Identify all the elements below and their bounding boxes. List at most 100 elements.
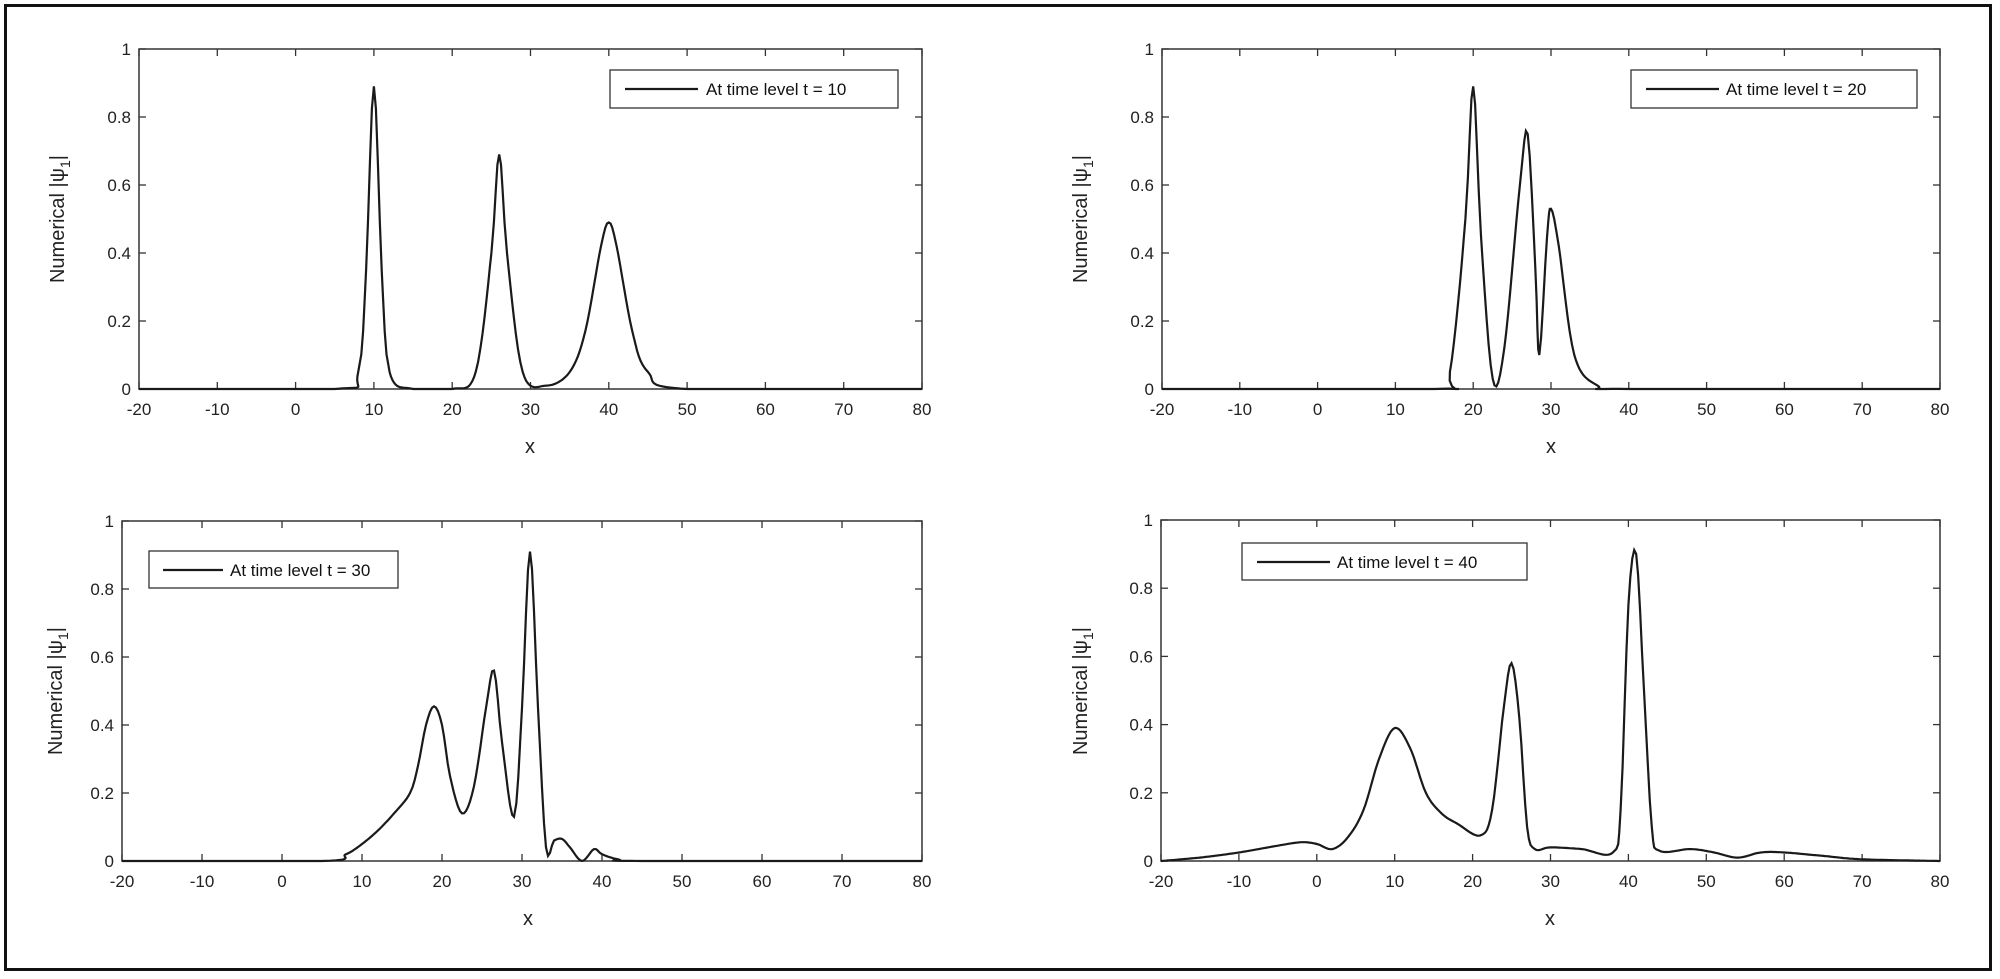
y-tick-label: 0.8 (1129, 579, 1153, 598)
y-tick-label: 1 (122, 40, 131, 59)
y-tick-label: 0.8 (1130, 108, 1154, 127)
x-tick-label: -10 (1228, 400, 1253, 419)
x-tick-label: -20 (1149, 872, 1174, 891)
curve-t20 (1162, 86, 1940, 391)
panel-t30: -20 -10 0 10 20 30 40 50 60 70 80 0 0.2 0.4 0.6 0.8 1 A… (45, 512, 931, 930)
x-axis-label: x (1546, 436, 1556, 458)
x-tick-label: 30 (521, 400, 540, 419)
x-tick-label: 20 (443, 400, 462, 419)
x-tick-label: 40 (593, 872, 612, 891)
x-axis-ticks: -20 -10 0 10 20 30 40 50 60 70 80 (1150, 49, 1950, 419)
x-tick-label: -10 (1227, 872, 1252, 891)
y-tick-label: 0.6 (90, 648, 114, 667)
x-tick-label: 30 (513, 872, 532, 891)
x-tick-label: 40 (599, 400, 618, 419)
y-tick-label: 0.2 (1130, 312, 1154, 331)
x-tick-label: -20 (110, 872, 135, 891)
y-axis-label: Numerical |ψ1| (45, 627, 71, 755)
y-axis-label: Numerical |ψ1| (47, 155, 73, 283)
x-tick-label: -20 (127, 400, 152, 419)
x-tick-label: 50 (678, 400, 697, 419)
legend: At time level t = 40 (1241, 542, 1528, 581)
y-tick-label: 1 (105, 512, 114, 531)
y-tick-label: 0.4 (1130, 244, 1154, 263)
y-axis-ticks: 0 0.2 0.4 0.6 0.8 1 (1129, 511, 1940, 871)
x-tick-label: 30 (1542, 400, 1561, 419)
curve-t30 (122, 551, 922, 863)
x-tick-label: 70 (1853, 400, 1872, 419)
legend: At time level t = 10 (609, 69, 899, 109)
x-tick-label: 10 (1385, 872, 1404, 891)
x-tick-label: 20 (433, 872, 452, 891)
y-tick-label: 1 (1144, 511, 1153, 530)
x-axis-label: x (525, 436, 535, 458)
x-tick-label: 0 (1312, 872, 1321, 891)
legend-label: At time level t = 20 (1726, 80, 1866, 99)
y-axis-label: Numerical |ψ1| (1070, 155, 1096, 283)
y-tick-label: 0.8 (90, 580, 114, 599)
x-tick-label: 30 (1541, 872, 1560, 891)
x-axis-label: x (523, 908, 533, 930)
x-tick-label: 50 (1697, 400, 1716, 419)
x-tick-label: 70 (834, 400, 853, 419)
panel-t10: -20 -10 0 10 20 30 40 50 60 70 80 0 0.2 0.4 0.6 0.8 1 A… (47, 40, 931, 458)
y-tick-label: 0 (1144, 852, 1153, 871)
legend-label: At time level t = 40 (1337, 553, 1477, 572)
y-tick-label: 0.4 (107, 244, 131, 263)
x-tick-label: 80 (913, 400, 932, 419)
x-tick-label: 80 (1931, 872, 1950, 891)
x-tick-label: -10 (190, 872, 215, 891)
y-axis-ticks: 0 0.2 0.4 0.6 0.8 1 (107, 40, 922, 399)
x-tick-label: 40 (1619, 400, 1638, 419)
curve-t10 (139, 86, 922, 391)
x-tick-label: 80 (913, 872, 932, 891)
y-tick-label: 0.2 (1129, 784, 1153, 803)
y-tick-label: 0.4 (90, 716, 114, 735)
legend-label: At time level t = 30 (230, 561, 370, 580)
x-tick-label: 60 (756, 400, 775, 419)
x-tick-label: 0 (1313, 400, 1322, 419)
y-tick-label: 0.6 (1129, 647, 1153, 666)
panel-t40: -20 -10 0 10 20 30 40 50 60 70 80 0 0.2 0.4 0.6 0.8 1 A… (1070, 511, 1949, 930)
x-tick-label: 70 (1853, 872, 1872, 891)
curve-t40 (1160, 546, 1940, 863)
y-tick-label: 0 (105, 852, 114, 871)
x-tick-label: 20 (1463, 872, 1482, 891)
x-tick-label: 50 (673, 872, 692, 891)
y-tick-label: 0.2 (90, 784, 114, 803)
x-tick-label: 60 (753, 872, 772, 891)
y-tick-label: 0 (1145, 380, 1154, 399)
x-tick-label: 60 (1775, 400, 1794, 419)
y-tick-label: 0.6 (107, 176, 131, 195)
x-tick-label: 0 (277, 872, 286, 891)
x-tick-label: 10 (353, 872, 372, 891)
y-axis-ticks: 0 0.2 0.4 0.6 0.8 1 (1130, 40, 1940, 399)
x-tick-label: 60 (1775, 872, 1794, 891)
x-tick-label: 10 (364, 400, 383, 419)
x-axis-label: x (1545, 908, 1555, 930)
y-tick-label: 0.4 (1129, 716, 1153, 735)
y-tick-label: 0.8 (107, 108, 131, 127)
panel-t20: -20 -10 0 10 20 30 40 50 60 70 80 0 0.2 0.4 0.6 0.8 1 A… (1070, 40, 1949, 458)
x-tick-label: 50 (1697, 872, 1716, 891)
legend-label: At time level t = 10 (706, 80, 846, 99)
x-tick-label: -10 (205, 400, 230, 419)
y-tick-label: 0.2 (107, 312, 131, 331)
y-axis-label: Numerical |ψ1| (1070, 627, 1096, 755)
legend: At time level t = 20 (1630, 69, 1918, 109)
x-axis-ticks: -20 -10 0 10 20 30 40 50 60 70 80 (110, 521, 932, 891)
y-tick-label: 0 (122, 380, 131, 399)
y-axis-ticks: 0 0.2 0.4 0.6 0.8 1 (90, 512, 922, 871)
x-tick-label: 20 (1464, 400, 1483, 419)
y-tick-label: 1 (1145, 40, 1154, 59)
x-tick-label: 40 (1619, 872, 1638, 891)
x-tick-label: 70 (833, 872, 852, 891)
x-tick-label: 10 (1386, 400, 1405, 419)
x-tick-label: 0 (291, 400, 300, 419)
legend: At time level t = 30 (148, 550, 399, 589)
y-tick-label: 0.6 (1130, 176, 1154, 195)
x-tick-label: 80 (1931, 400, 1950, 419)
x-tick-label: -20 (1150, 400, 1175, 419)
x-axis-ticks: -20 -10 0 10 20 30 40 50 60 70 80 (127, 49, 932, 419)
